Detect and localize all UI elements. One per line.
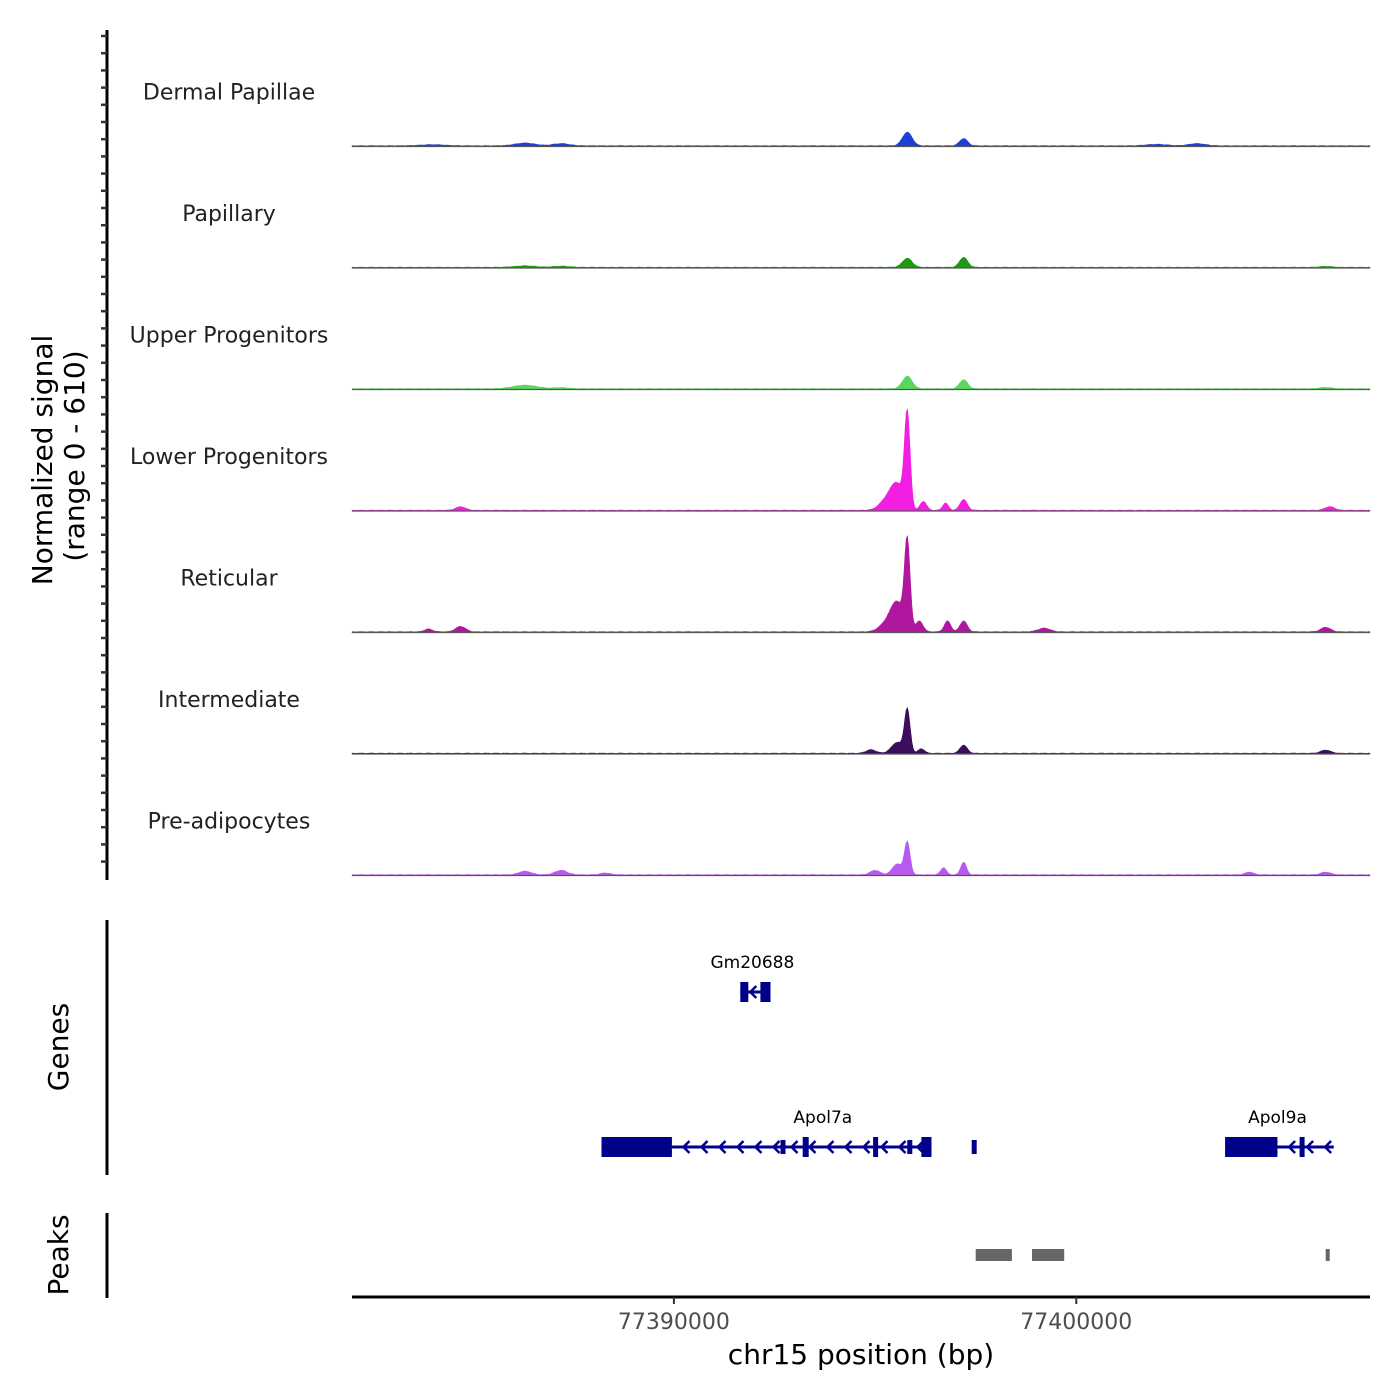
strand-arrow (807, 1140, 817, 1154)
strand-arrow (861, 1140, 871, 1154)
track-label: Pre-adipocytes (148, 810, 311, 835)
signal-track: Papillary (182, 202, 1371, 269)
track-label: Intermediate (158, 688, 300, 713)
gene-exon (907, 1140, 913, 1154)
gene-model: Gm20688 (710, 953, 794, 1002)
gene-label: Apol7a (793, 1108, 852, 1128)
x-tick-label: 77390000 (618, 1310, 730, 1335)
strand-arrow (1287, 1140, 1296, 1154)
x-axis-ticks: 77390000 77400000 (618, 1297, 1132, 1335)
gene-exon (601, 1137, 672, 1157)
peaks-panel-title: Peaks (42, 1214, 75, 1295)
y-axis-range: (range 0 - 610) (58, 350, 91, 561)
signal-area (351, 375, 1371, 390)
signal-area (351, 408, 1371, 512)
strand-arrow (699, 1140, 709, 1154)
coverage-panel: Normalized signal (range 0 - 610) Dermal… (26, 30, 1371, 880)
gene-model: Apol9a (1225, 1108, 1334, 1157)
signal-area (351, 131, 1371, 147)
gene-label: Gm20688 (710, 953, 794, 973)
gene-exon (780, 1140, 786, 1154)
peak-region (975, 1249, 1012, 1261)
peak-regions (975, 1249, 1330, 1261)
gene-exon (760, 982, 771, 1002)
strand-arrow (843, 1140, 853, 1154)
strand-arrow (681, 1140, 691, 1154)
gene-models: Gm20688 Apol7a Apol9a (601, 953, 1334, 1157)
track-label: Papillary (182, 202, 276, 227)
gene-model: Apol7a (601, 1108, 977, 1157)
signal-track: Reticular (180, 535, 1371, 634)
genes-panel-title: Genes (42, 1003, 75, 1091)
gene-exon (1299, 1137, 1305, 1157)
track-label: Dermal Papillae (143, 81, 315, 106)
track-label: Lower Progenitors (130, 445, 328, 470)
strand-arrow (825, 1140, 835, 1154)
strand-arrow (879, 1140, 889, 1154)
strand-arrow (748, 985, 758, 999)
signal-area (351, 256, 1371, 269)
strand-arrow (897, 1140, 907, 1154)
peak-region (1325, 1249, 1330, 1261)
x-tick-label: 77400000 (1020, 1310, 1132, 1335)
x-axis: 77390000 77400000 chr15 position (bp) (352, 1295, 1370, 1371)
strand-arrow (717, 1140, 727, 1154)
strand-arrow (771, 1140, 781, 1154)
gene-exon (1225, 1137, 1278, 1157)
track-label: Reticular (180, 567, 278, 592)
gene-exon (740, 982, 749, 1002)
signal-track: Dermal Papillae (143, 81, 1371, 148)
signal-track: Pre-adipocytes (148, 810, 1371, 877)
coverage-y-ticks (101, 34, 107, 863)
strand-arrow (1305, 1140, 1314, 1154)
strand-arrow (753, 1140, 763, 1154)
gene-label: Apol9a (1248, 1108, 1307, 1128)
gene-exon (921, 1137, 932, 1157)
y-axis-title: Normalized signal (26, 335, 59, 586)
strand-arrow (735, 1140, 745, 1154)
x-axis-title: chr15 position (bp) (728, 1338, 994, 1371)
signal-area (351, 840, 1371, 876)
peaks-panel: Peaks (42, 1213, 1330, 1298)
strand-arrow (789, 1140, 799, 1154)
signal-area (351, 706, 1371, 755)
strand-arrow (1323, 1140, 1332, 1154)
gene-exon (971, 1140, 977, 1154)
signal-track: Intermediate (158, 688, 1371, 755)
gene-exon (873, 1137, 879, 1157)
signal-track: Upper Progenitors (130, 324, 1371, 391)
signal-track: Lower Progenitors (130, 408, 1371, 512)
peak-region (1032, 1249, 1065, 1261)
signal-area (351, 535, 1371, 633)
signal-tracks: Dermal Papillae Papillary Upper Progenitor… (130, 81, 1371, 877)
track-label: Upper Progenitors (130, 324, 329, 349)
genes-panel: Genes Gm20688 Apol7a Apol9a (42, 920, 1334, 1175)
gene-exon (802, 1137, 809, 1157)
